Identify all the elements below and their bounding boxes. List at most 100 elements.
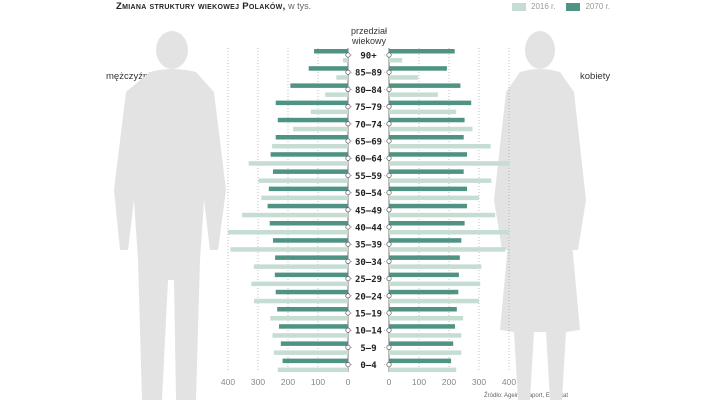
bar-right-2070 bbox=[389, 135, 464, 140]
label-bg bbox=[354, 239, 384, 250]
label-bg bbox=[354, 136, 384, 146]
age-group-label: 80–84 bbox=[355, 86, 383, 96]
bar-right-2070 bbox=[389, 186, 467, 192]
man-silhouette-icon bbox=[114, 31, 226, 400]
bar-right-2016 bbox=[389, 230, 509, 235]
row-marker bbox=[345, 258, 351, 264]
row-marker bbox=[386, 138, 392, 144]
row-marker bbox=[345, 121, 351, 127]
bar-right-2070 bbox=[389, 307, 457, 312]
label-bg bbox=[354, 101, 384, 112]
title-main: Zmiana struktury wiekowej Polaków, bbox=[116, 1, 286, 12]
bar-right-2016 bbox=[389, 367, 457, 373]
age-group-label: 0–4 bbox=[360, 361, 377, 371]
row-marker bbox=[345, 69, 351, 75]
age-group-label: 20–24 bbox=[355, 292, 383, 302]
bar-left-2016 bbox=[270, 316, 348, 321]
bar-right-2070 bbox=[389, 152, 467, 157]
label-bg bbox=[354, 359, 384, 370]
bar-right-2016 bbox=[389, 161, 509, 166]
row-marker bbox=[386, 258, 392, 264]
bar-right-2016 bbox=[389, 264, 482, 269]
bar-left-2070 bbox=[277, 307, 348, 312]
bar-left-2070 bbox=[314, 49, 348, 54]
bar-left-2016 bbox=[336, 75, 348, 80]
age-group-label: 60–64 bbox=[355, 155, 383, 165]
row-marker bbox=[386, 121, 392, 127]
bar-left-2016 bbox=[273, 350, 348, 355]
row-marker bbox=[386, 362, 392, 368]
bar-right-2070 bbox=[389, 66, 447, 71]
legend: 2016 r. 2070 r. bbox=[512, 2, 610, 11]
age-group-label: 40–44 bbox=[355, 224, 383, 234]
bar-left-2016 bbox=[272, 333, 348, 338]
bar-left-2070 bbox=[274, 272, 348, 278]
bar-right-2016 bbox=[389, 350, 462, 355]
bar-right-2016 bbox=[389, 281, 481, 287]
bar-left-2070 bbox=[275, 135, 348, 140]
label-bg bbox=[354, 50, 384, 60]
bar-left-2016 bbox=[261, 195, 348, 201]
bar-right-2070 bbox=[389, 100, 472, 106]
age-group-label: 65–69 bbox=[355, 138, 382, 148]
bar-right-2070 bbox=[389, 255, 460, 260]
bar-left-2016 bbox=[277, 367, 348, 373]
bar-left-2016 bbox=[293, 126, 348, 132]
bar-left-2070 bbox=[270, 152, 348, 157]
bar-right-2070 bbox=[389, 238, 462, 243]
row-marker bbox=[345, 190, 351, 196]
bar-right-2016 bbox=[389, 58, 403, 63]
bar-left-2016 bbox=[248, 161, 348, 166]
bar-right-2016 bbox=[389, 333, 462, 338]
age-group-label: 90+ bbox=[360, 52, 377, 62]
row-marker bbox=[386, 327, 392, 333]
row-marker bbox=[386, 86, 392, 92]
label-bg bbox=[354, 342, 384, 353]
row-marker bbox=[345, 241, 351, 247]
age-group-label: 45–49 bbox=[355, 206, 382, 216]
bar-right-2070 bbox=[389, 49, 455, 54]
row-marker bbox=[386, 172, 392, 178]
bar-left-2070 bbox=[275, 100, 348, 106]
axis-header-line1: przedział bbox=[351, 26, 387, 36]
axis-header-line2: wiekowy bbox=[351, 36, 387, 46]
bar-left-2070 bbox=[267, 203, 348, 209]
bar-left-2070 bbox=[268, 186, 348, 192]
x-tick-label: 300 bbox=[472, 377, 486, 387]
bar-left-2016 bbox=[242, 212, 348, 218]
label-bg bbox=[354, 170, 384, 181]
row-marker bbox=[345, 362, 351, 368]
age-group-label: 50–54 bbox=[355, 189, 383, 199]
row-marker bbox=[345, 224, 351, 230]
woman-silhouette-icon bbox=[494, 31, 586, 400]
bar-left-2016 bbox=[253, 264, 348, 269]
bar-right-2070 bbox=[389, 221, 465, 226]
row-marker bbox=[386, 52, 392, 58]
row-marker bbox=[345, 293, 351, 299]
bar-left-2070 bbox=[282, 358, 348, 364]
bar-left-2016 bbox=[251, 281, 348, 287]
row-marker bbox=[386, 155, 392, 161]
label-bg bbox=[354, 308, 384, 318]
label-bg bbox=[354, 204, 384, 215]
row-marker bbox=[345, 344, 351, 350]
age-group-label: 10–14 bbox=[355, 327, 383, 337]
chart-title: Zmiana struktury wiekowej Polaków, w tys… bbox=[116, 1, 311, 12]
row-marker bbox=[345, 52, 351, 58]
x-tick-label: 300 bbox=[251, 377, 265, 387]
bar-left-2070 bbox=[290, 83, 348, 88]
label-bg bbox=[354, 290, 384, 301]
women-label: kobiety bbox=[580, 71, 611, 82]
age-group-label: 70–74 bbox=[355, 120, 383, 130]
row-marker bbox=[386, 69, 392, 75]
row-marker bbox=[386, 344, 392, 350]
bar-right-2070 bbox=[389, 169, 464, 174]
bar-left-2016 bbox=[254, 298, 348, 304]
row-marker bbox=[345, 104, 351, 110]
bar-left-2070 bbox=[275, 255, 348, 260]
age-group-label: 5–9 bbox=[360, 344, 376, 354]
bar-right-2070 bbox=[389, 289, 459, 295]
row-marker bbox=[345, 310, 351, 316]
bar-right-2016 bbox=[389, 109, 457, 115]
bar-right-2070 bbox=[389, 203, 467, 209]
